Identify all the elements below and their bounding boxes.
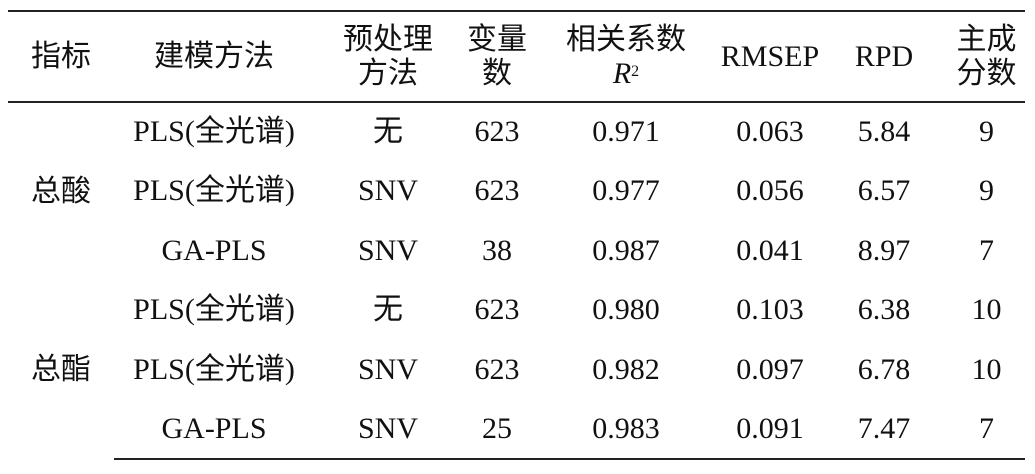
table-cell: 0.980: [592, 293, 660, 327]
table-cell: 0.056: [736, 174, 804, 208]
header-row: 指标 建模方法 预处理 方法 变量数相关系数 R2 RMSEP RPD 主成 分数: [8, 10, 1025, 103]
table-cell: 0.097: [736, 352, 804, 386]
table-cell: 无: [373, 115, 403, 149]
table-cell: 9: [979, 174, 994, 208]
table-cell: 25: [462, 399, 532, 460]
table-cell: GA-PLS: [161, 233, 267, 267]
header-cell: RMSEP: [720, 10, 820, 103]
table-cell: 0.091: [720, 399, 820, 460]
table-cell: PLS(全光谱): [133, 115, 295, 149]
table-cell: 623: [474, 352, 520, 386]
table-cell: 6.57: [857, 174, 911, 208]
table-cell: 0.971: [592, 115, 660, 149]
header-cell: 建模方法: [114, 10, 314, 103]
table-cell: 0.041: [736, 233, 804, 267]
table-cell: 10: [971, 352, 1002, 386]
header-line: RMSEP: [720, 39, 820, 73]
table-row: GA-PLS SNV 25 0.983 0.091 7.47 7: [8, 399, 1025, 460]
table-cell: 0.103: [736, 293, 804, 327]
header-line: 建模方法: [154, 39, 274, 73]
header-cell: 指标: [8, 10, 114, 103]
header-line: 指标: [31, 39, 91, 73]
table-cell: 623: [474, 293, 520, 327]
header-cell: 相关系数 R2: [532, 10, 720, 103]
table-cell: 9: [979, 115, 994, 149]
table-cell: 0.977: [592, 174, 660, 208]
header-line: RPD: [854, 39, 914, 73]
table-cell: 10: [971, 293, 1002, 327]
header-line: R2: [532, 57, 720, 91]
table-cell: 5.84: [857, 115, 911, 149]
table-cell: GA-PLS: [114, 399, 314, 460]
header-line: 预处理: [343, 22, 433, 56]
symbol: R: [612, 56, 632, 90]
table-row: GA-PLS SNV 38 0.987 0.041 8.97 7: [8, 221, 1025, 281]
table-cell: SNV: [357, 233, 418, 267]
header-line: 变量: [467, 22, 527, 56]
table-cell: PLS(全光谱): [133, 174, 295, 208]
table-cell: SNV: [357, 352, 418, 386]
header-cell: 主成 分数: [948, 10, 1025, 103]
table-cell: 无: [373, 293, 403, 327]
header-cell: 变量数: [462, 10, 532, 103]
table-cell: 6.78: [857, 352, 911, 386]
data-table: 指标 建模方法 预处理 方法 变量数相关系数 R2 RMSEP RPD 主成 分数 总酸 PLS(全…: [8, 10, 1025, 460]
header-line: 数: [482, 56, 512, 90]
table-cell: 0.063: [736, 115, 804, 149]
table-cell: SNV: [314, 399, 462, 460]
header-line: 分数: [956, 56, 1017, 90]
table-cell: 0.983: [532, 399, 720, 460]
table-cell: 7: [948, 399, 1025, 460]
table-cell: PLS(全光谱): [133, 293, 295, 327]
table-cell: SNV: [357, 174, 418, 208]
header-cell: 预处理 方法: [314, 10, 462, 103]
table-row: 总酯 PLS(全光谱) 无 623 0.980 0.103 6.38 10: [8, 281, 1025, 386]
table-cell: 623: [474, 174, 520, 208]
table-cell: 6.38: [857, 293, 911, 327]
table-row: PLS(全光谱) SNV 623 0.977 0.056 6.57 9: [8, 162, 1025, 222]
header-line: 方法: [358, 56, 418, 90]
table-row: 总酸 PLS(全光谱) 无 623 0.971 0.063 5.84 9: [8, 102, 1025, 208]
group-label: 总酯: [31, 352, 91, 386]
header-cell: RPD: [820, 10, 948, 103]
group-label: 总酸: [31, 174, 91, 208]
table-cell: 7: [979, 233, 994, 267]
table-header: 指标 建模方法 预处理 方法 变量数相关系数 R2 RMSEP RPD 主成 分数: [8, 10, 1025, 103]
table-cell: 623: [474, 115, 520, 149]
table-cell: 8.97: [857, 233, 911, 267]
table-cell: 0.987: [592, 233, 660, 267]
table-body: 总酸 PLS(全光谱) 无 623 0.971 0.063 5.84 9 PLS(全光谱) SNV…: [8, 102, 1025, 460]
table-cell: 0.982: [592, 352, 660, 386]
superscript: 2: [631, 62, 640, 80]
table-cell: 7.47: [820, 399, 948, 460]
header-line: 主成: [956, 22, 1017, 56]
header-line: 相关系数: [566, 22, 686, 56]
table-row: PLS(全光谱) SNV 623 0.982 0.097 6.78 10: [8, 340, 1025, 400]
table-cell: 38: [482, 233, 512, 267]
table-cell: PLS(全光谱): [133, 352, 295, 386]
